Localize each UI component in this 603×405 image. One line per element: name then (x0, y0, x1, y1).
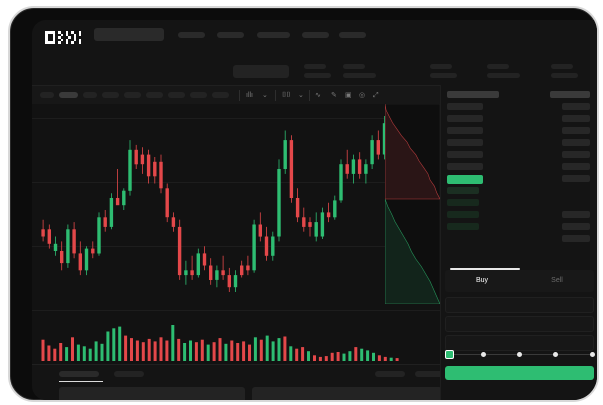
orderbook-row[interactable] (447, 127, 483, 134)
chart-type-chevron-icon[interactable]: ⌄ (298, 92, 304, 99)
settings-gear-icon[interactable]: ◎ (359, 92, 366, 99)
buy-sell-tabs[interactable]: Buy Sell (445, 268, 594, 292)
orderbook-trade-row[interactable] (562, 139, 590, 146)
orderbook-row[interactable] (447, 103, 483, 110)
nav-search-skeleton[interactable] (94, 28, 164, 41)
orderbook-row[interactable] (447, 223, 479, 230)
indicators-chevron-icon[interactable]: ⌄ (262, 92, 268, 99)
fullscreen-icon[interactable]: ⤢ (373, 92, 379, 99)
orderbook-trade-row[interactable] (550, 91, 590, 98)
orderbook-and-order-form-panel: Buy Sell (440, 85, 597, 400)
ticker-name-skeleton (233, 65, 289, 78)
bottom-content-right (252, 387, 442, 400)
line-chart-icon[interactable]: ∿ (315, 92, 321, 99)
stat-value-skeleton-4 (487, 73, 520, 78)
orderbook-trade-row[interactable] (562, 151, 590, 158)
orderbook-row-highlighted[interactable] (447, 175, 483, 184)
orderbook-trade-row[interactable] (562, 223, 590, 230)
volume-series (41, 325, 399, 361)
stat-label-skeleton-5 (551, 64, 573, 69)
sell-tab[interactable]: Sell (520, 270, 594, 292)
chart-type-icon[interactable]: ⌷⌷ (282, 92, 291, 99)
drawing-pencil-icon[interactable]: ✎ (331, 92, 337, 99)
bottom-action-1[interactable] (375, 371, 405, 377)
interval-button-5[interactable] (124, 92, 141, 98)
orderbook-row[interactable] (447, 139, 483, 146)
top-navigation-bar (32, 20, 597, 54)
buy-submit-button[interactable] (445, 366, 594, 380)
stat-value-skeleton-1 (304, 73, 331, 78)
orderbook-row[interactable] (447, 163, 483, 170)
orderbook-row[interactable] (447, 199, 479, 206)
bottom-active-tab-underline (59, 381, 103, 382)
slider-tick-75[interactable] (553, 352, 559, 357)
okx-logo[interactable] (45, 31, 89, 44)
orders-bottom-panel (32, 364, 445, 400)
nav-item-skeleton-5[interactable] (339, 32, 366, 38)
orderbook-row[interactable] (447, 91, 499, 98)
orderbook-trade-row[interactable] (562, 103, 590, 110)
bottom-tab-2[interactable] (114, 371, 144, 377)
orderbook-row[interactable] (447, 151, 483, 158)
stat-label-skeleton-3 (430, 64, 452, 69)
tablet-device-frame: Spot Trading⌄ ⌄ ıllı ⌄ ⌷⌷ ⌄ ∿ ✎ ▣ ◎ ⤢ (8, 6, 599, 402)
bottom-action-2[interactable] (415, 371, 445, 377)
snapshot-camera-icon[interactable]: ▣ (345, 92, 352, 99)
bottom-tab-1[interactable] (59, 371, 99, 377)
orderbook-trade-row[interactable] (562, 115, 590, 122)
candlestick-series (41, 116, 399, 292)
depth-chart-overlay (385, 104, 440, 304)
order-type-field[interactable] (445, 297, 594, 313)
bottom-content-left (59, 387, 245, 400)
nav-item-skeleton-2[interactable] (217, 32, 244, 38)
price-field[interactable] (445, 316, 594, 332)
orderbook-trade-row[interactable] (562, 127, 590, 134)
stat-value-skeleton-5 (551, 73, 578, 78)
slider-tick-50[interactable] (517, 352, 522, 357)
stat-value-skeleton-2 (343, 73, 376, 78)
interval-button-3[interactable] (83, 92, 97, 98)
orderbook-row[interactable] (447, 211, 479, 218)
interval-button-1[interactable] (40, 92, 54, 98)
price-chart[interactable] (32, 104, 440, 364)
nav-item-skeleton-1[interactable] (178, 32, 205, 38)
orderbook-trade-row[interactable] (562, 235, 590, 242)
active-tab-underline (450, 268, 520, 270)
stat-label-skeleton-1 (304, 64, 326, 69)
interval-button-6[interactable] (146, 92, 163, 98)
slider-handle[interactable] (445, 350, 454, 359)
orderbook-row[interactable] (447, 187, 479, 194)
orderbook-row[interactable] (447, 115, 483, 122)
buy-tab[interactable]: Buy (445, 268, 520, 292)
app-screen: Spot Trading⌄ ⌄ ıllı ⌄ ⌷⌷ ⌄ ∿ ✎ ▣ ◎ ⤢ (32, 20, 597, 400)
orderbook-trade-row[interactable] (562, 211, 590, 218)
stat-label-skeleton-4 (487, 64, 509, 69)
slider-tick-25[interactable] (480, 352, 486, 357)
interval-button-8[interactable] (190, 92, 207, 98)
market-sub-header: Spot Trading⌄ ⌄ (32, 54, 597, 115)
orderbook-trade-row[interactable] (562, 163, 590, 170)
amount-field[interactable] (445, 335, 594, 351)
stat-label-skeleton-2 (343, 64, 365, 69)
nav-item-skeleton-3[interactable] (257, 32, 290, 38)
nav-item-skeleton-4[interactable] (302, 32, 329, 38)
stat-value-skeleton-3 (430, 73, 457, 78)
interval-button-2[interactable] (59, 92, 78, 98)
slider-tick-100[interactable] (589, 352, 595, 357)
interval-button-4[interactable] (102, 92, 119, 98)
indicators-icon[interactable]: ıllı (246, 92, 253, 99)
orderbook-trade-row[interactable] (562, 175, 590, 182)
interval-button-7[interactable] (168, 92, 185, 98)
interval-button-9[interactable] (212, 92, 229, 98)
sell-tab-label: Sell (551, 277, 563, 284)
buy-tab-label: Buy (475, 277, 489, 284)
